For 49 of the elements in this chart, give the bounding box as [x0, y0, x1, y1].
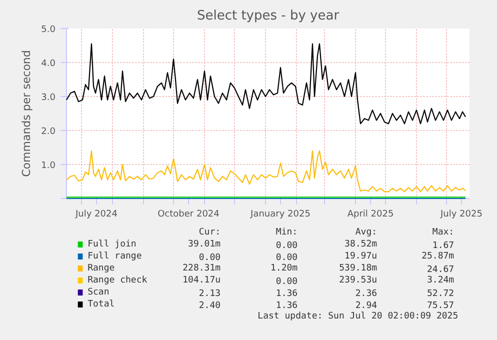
x-tick-label: July 2024: [74, 210, 118, 220]
y-tick-label: 3.0: [41, 93, 56, 103]
text: Max:: [432, 228, 454, 238]
text: 1.67: [432, 241, 454, 251]
text: 0.00: [276, 277, 298, 287]
x-tick-label: October 2024: [158, 210, 220, 220]
text: 1.36: [276, 289, 298, 299]
text: 239.53u: [339, 276, 378, 286]
text: Avg:: [355, 228, 378, 238]
text: 52.72: [427, 289, 454, 299]
legend-label: Scan: [88, 288, 110, 298]
text: 0.00: [276, 253, 298, 263]
text: 228.31m: [182, 264, 221, 274]
legend-label: Range check: [88, 276, 148, 286]
text: 0.00: [198, 253, 221, 263]
x-tick-label: July 2025: [440, 210, 482, 220]
legend-label: Range: [88, 264, 115, 274]
text: 2.13: [198, 289, 221, 299]
legend-label: Full range: [88, 252, 142, 262]
line-series: [66, 43, 466, 124]
text: 2.94: [355, 301, 378, 311]
line-series: [66, 150, 466, 192]
text: 2.36: [355, 289, 378, 299]
text: 3.24m: [427, 276, 454, 286]
legend-label: Full join: [88, 240, 136, 250]
text: 24.67: [427, 265, 454, 275]
text: Min:: [276, 228, 298, 238]
text: 39.01m: [188, 240, 221, 250]
text: 75.57: [427, 301, 454, 311]
text: 0.00: [276, 241, 298, 251]
text: 38.52m: [344, 240, 378, 250]
text: Cur:: [198, 228, 221, 238]
text: 1.36: [276, 301, 298, 311]
chart-title: Select types - by year: [196, 8, 340, 24]
text: 539.18m: [339, 264, 378, 274]
text: Last update: Sun Jul 20 02:00:09 2025: [258, 312, 458, 322]
y-tick-label: 2.0: [41, 127, 56, 137]
text: 2.40: [198, 301, 221, 311]
legend-label: Total: [88, 300, 115, 310]
x-tick-label: January 2025: [250, 210, 310, 220]
x-tick-label: April 2025: [347, 210, 394, 220]
y-axis-title: Commands per second: [20, 50, 34, 177]
y-tick-label: 4.0: [41, 59, 56, 69]
text: 19.97u: [344, 252, 378, 262]
text: 1.20m: [270, 264, 298, 274]
y-tick-label: 5.0: [41, 25, 56, 35]
y-tick-label: 1.0: [41, 161, 56, 171]
text: 25.87m: [422, 252, 454, 262]
text: 104.17u: [182, 276, 221, 286]
